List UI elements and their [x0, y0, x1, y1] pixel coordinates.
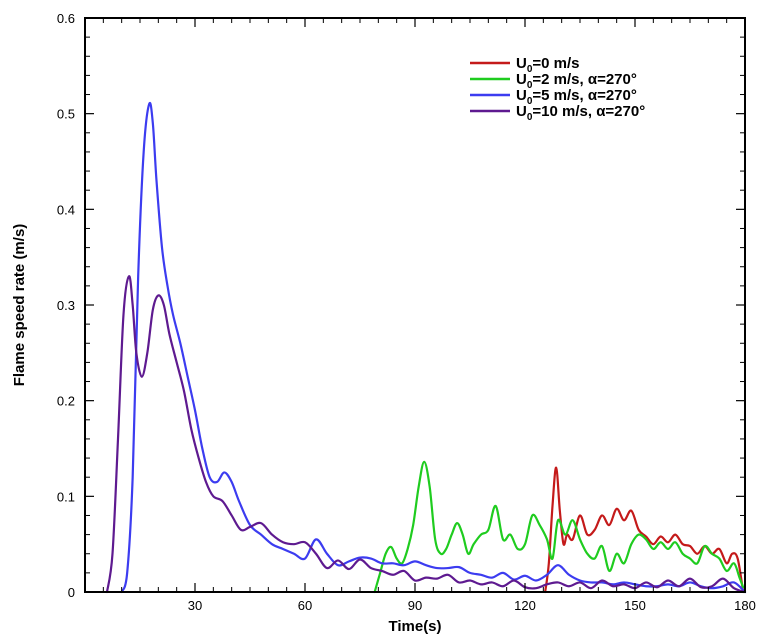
y-tick-label: 0.4: [57, 202, 75, 217]
y-tick-label: 0.6: [57, 11, 75, 26]
legend-label-4: U0=10 m/s, α=270°: [516, 103, 645, 123]
ticks-layer: 30 60 90 120 150 180 0 0.1 0.2 0.3 0.4 0.5 0.6: [57, 11, 756, 613]
legend-label-3: U0=5 m/s, α=270°: [516, 87, 637, 107]
x-axis-title: Time(s): [388, 618, 441, 635]
series-layer: [105, 101, 747, 594]
series-line-2: [373, 460, 745, 594]
series-line-3: [120, 101, 747, 594]
x-tick-label: 90: [408, 598, 422, 613]
y-tick-label: 0.2: [57, 394, 75, 409]
y-axis-title: Flame speed rate (m/s): [11, 224, 28, 387]
series-line-4: [105, 275, 747, 594]
x-tick-label: 120: [514, 598, 536, 613]
x-tick-label: 180: [734, 598, 756, 613]
series-line-1: [544, 466, 745, 594]
legend: U0=0 m/sU0=2 m/s, α=270°U0=5 m/s, α=270°…: [470, 55, 645, 123]
x-tick-label: 60: [298, 598, 312, 613]
y-tick-label: 0.3: [57, 298, 75, 313]
legend-label-2: U0=2 m/s, α=270°: [516, 71, 637, 91]
x-tick-label: 150: [624, 598, 646, 613]
y-tick-label: 0: [68, 585, 75, 600]
x-tick-label: 30: [188, 598, 202, 613]
y-tick-label: 0.1: [57, 489, 75, 504]
legend-label-1: U0=0 m/s: [516, 55, 580, 75]
y-tick-label: 0.5: [57, 107, 75, 122]
